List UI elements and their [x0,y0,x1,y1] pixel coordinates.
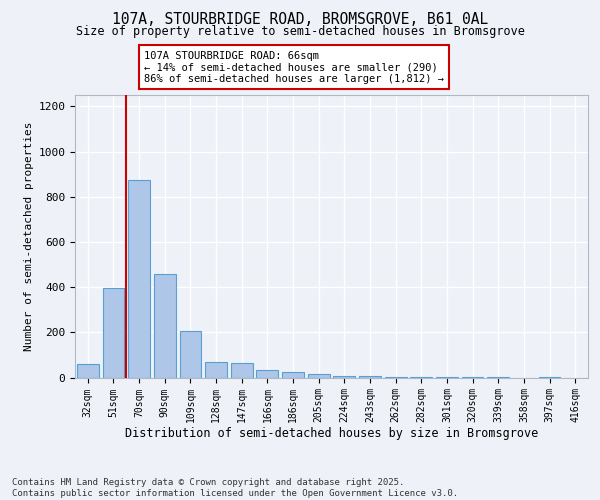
Y-axis label: Number of semi-detached properties: Number of semi-detached properties [24,122,34,351]
Bar [231,363,253,378]
Bar [77,364,99,378]
Bar [205,362,227,378]
Text: Size of property relative to semi-detached houses in Bromsgrove: Size of property relative to semi-detach… [76,25,524,38]
Bar [308,374,329,378]
Bar [385,377,407,378]
Bar [282,372,304,378]
X-axis label: Distribution of semi-detached houses by size in Bromsgrove: Distribution of semi-detached houses by … [125,426,538,440]
Text: Contains HM Land Registry data © Crown copyright and database right 2025.
Contai: Contains HM Land Registry data © Crown c… [12,478,458,498]
Bar [179,331,202,378]
Bar [154,274,176,378]
Bar [359,376,381,378]
Bar [128,180,150,378]
Bar [334,376,355,378]
Bar [103,288,124,378]
Text: 107A, STOURBRIDGE ROAD, BROMSGROVE, B61 0AL: 107A, STOURBRIDGE ROAD, BROMSGROVE, B61 … [112,12,488,28]
Text: 107A STOURBRIDGE ROAD: 66sqm
← 14% of semi-detached houses are smaller (290)
86%: 107A STOURBRIDGE ROAD: 66sqm ← 14% of se… [144,50,444,84]
Bar [256,370,278,378]
